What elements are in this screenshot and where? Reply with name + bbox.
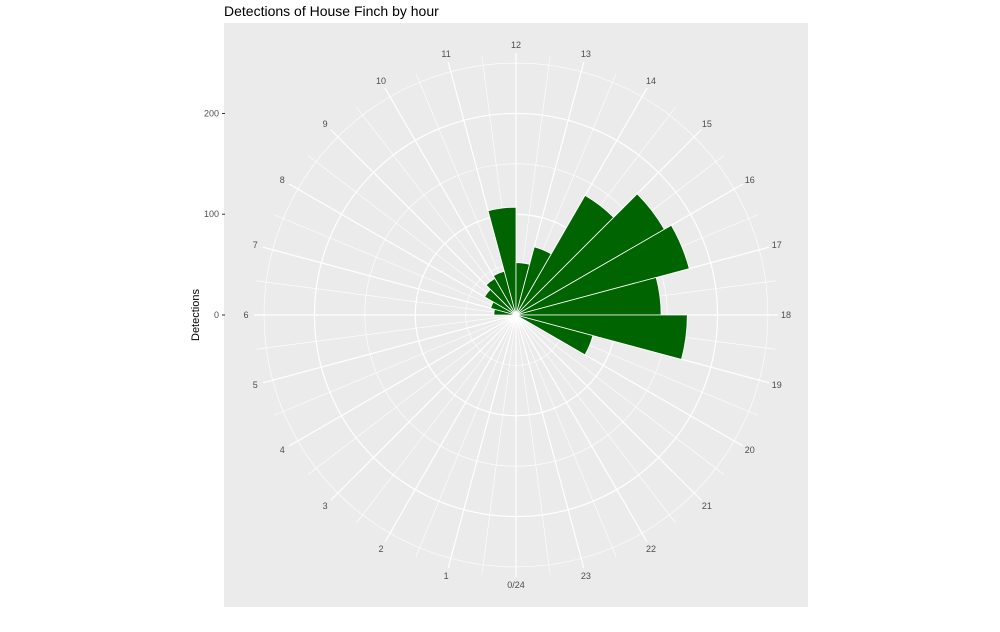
- minor-spoke: [481, 314, 517, 575]
- hour-label: 22: [646, 544, 656, 554]
- hour-label: 21: [702, 501, 712, 511]
- minor-spoke: [273, 314, 517, 416]
- y-tick-label: 0: [214, 310, 219, 320]
- major-spoke: [515, 314, 585, 569]
- major-spoke: [288, 183, 517, 316]
- hour-label: 16: [745, 175, 755, 185]
- hour-label: 18: [781, 310, 791, 320]
- major-spoke: [384, 314, 517, 543]
- hour-label: 23: [581, 571, 591, 581]
- hour-label: 5: [253, 380, 258, 390]
- minor-spoke: [307, 155, 517, 316]
- hour-label: 12: [511, 40, 521, 50]
- hour-label: 2: [378, 544, 383, 554]
- hour-label: 20: [745, 445, 755, 455]
- minor-spoke: [515, 314, 617, 558]
- angle-labels: 0/24123456789101112131415161718192021222…: [243, 40, 791, 590]
- major-spoke: [330, 314, 517, 501]
- minor-spoke: [415, 314, 517, 558]
- bar-hour-16: [515, 224, 690, 316]
- major-spoke: [288, 314, 517, 447]
- minor-spoke: [256, 280, 517, 316]
- hour-label: 11: [441, 49, 450, 59]
- hour-label: 17: [772, 240, 782, 250]
- hour-label: 10: [376, 76, 386, 86]
- bars-layer: [484, 193, 690, 360]
- hour-label: 3: [323, 501, 328, 511]
- hour-label: 0/24: [507, 580, 525, 590]
- minor-spoke: [356, 106, 517, 316]
- minor-spoke: [356, 314, 517, 524]
- bar-hour-11: [487, 206, 517, 316]
- minor-spoke: [256, 314, 517, 350]
- hour-label: 14: [646, 76, 656, 86]
- minor-spoke: [515, 314, 725, 475]
- hour-label: 8: [280, 175, 285, 185]
- y-tick-label: 100: [204, 209, 219, 219]
- major-spoke: [447, 314, 517, 569]
- major-spoke: [515, 314, 702, 501]
- minor-spoke: [307, 314, 517, 475]
- y-axis-title: Detections: [190, 289, 202, 341]
- bar-hour-19: [515, 314, 594, 356]
- hour-label: 6: [243, 310, 248, 320]
- hour-label: 13: [581, 49, 591, 59]
- hour-label: 1: [444, 571, 449, 581]
- major-spoke: [262, 314, 517, 384]
- hour-label: 4: [280, 445, 285, 455]
- minor-spoke: [273, 214, 517, 316]
- y-axis: 0 100 200: [204, 108, 225, 320]
- major-spoke: [262, 246, 517, 316]
- y-tick-label: 200: [204, 108, 219, 118]
- minor-spoke: [515, 314, 551, 575]
- hour-label: 15: [702, 119, 712, 129]
- major-spoke: [330, 129, 517, 316]
- hour-label: 9: [323, 119, 328, 129]
- hour-label: 7: [253, 240, 258, 250]
- hour-label: 19: [772, 380, 782, 390]
- minor-spoke: [515, 314, 676, 524]
- chart-title: Detections of House Finch by hour: [224, 3, 439, 19]
- major-spoke: [515, 314, 648, 543]
